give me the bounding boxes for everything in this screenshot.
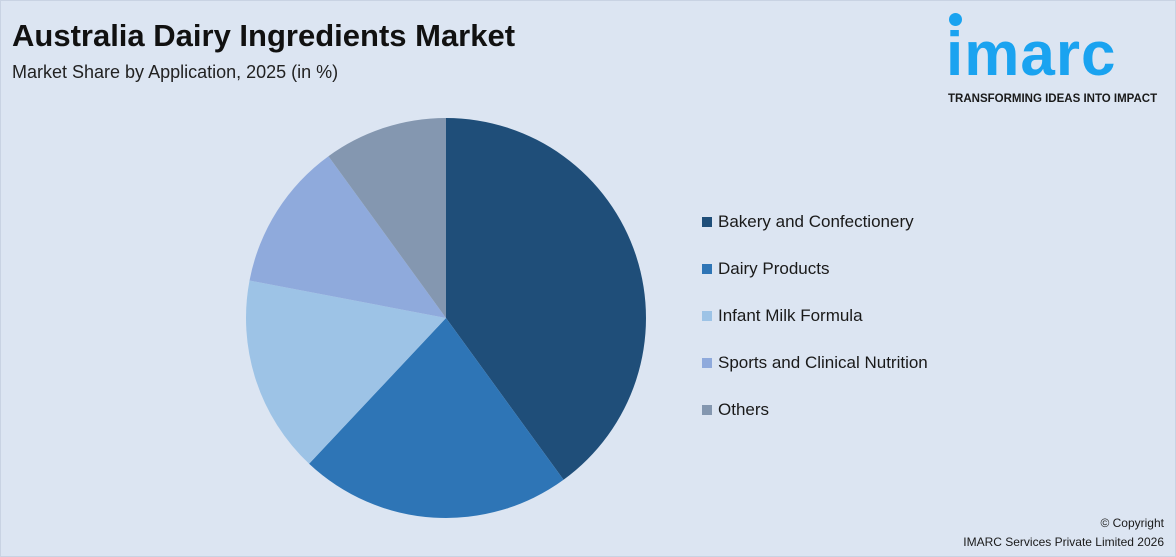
pie-slice-bakery-and-confectionery bbox=[446, 118, 646, 480]
pie-slice-infant-milk-formula bbox=[246, 280, 446, 464]
legend-swatch bbox=[702, 216, 712, 227]
legend-label: Sports and Clinical Nutrition bbox=[718, 352, 928, 372]
legend-item: Sports and Clinical Nutrition bbox=[702, 339, 928, 386]
copyright-company: IMARC Services Private Limited 2026 bbox=[963, 535, 1164, 549]
pie-slice-others bbox=[328, 118, 446, 318]
legend-label: Others bbox=[718, 399, 770, 419]
copyright: © Copyright IMARC Services Private Limit… bbox=[963, 514, 1164, 552]
logo-tagline: TRANSFORMING IDEAS INTO IMPACT bbox=[948, 93, 1158, 105]
legend-swatch bbox=[702, 357, 712, 368]
legend-label: Infant Milk Formula bbox=[718, 305, 863, 325]
legend-item: Bakery and Confectionery bbox=[702, 198, 928, 245]
logo-wordmark: imarc bbox=[946, 20, 1117, 89]
chart-subtitle: Market Share by Application, 2025 (in %) bbox=[12, 62, 339, 82]
legend-swatch bbox=[702, 310, 712, 321]
legend: Bakery and Confectionery Dairy Products In… bbox=[702, 198, 928, 433]
legend-item: Others bbox=[702, 386, 928, 433]
logo-dot bbox=[949, 13, 962, 26]
legend-label: Dairy Products bbox=[718, 258, 830, 278]
imarc-logo: imarc TRANSFORMING IDEAS INTO IMPACT bbox=[944, 10, 1172, 110]
legend-swatch bbox=[702, 404, 712, 415]
chart-title: Australia Dairy Ingredients Market bbox=[12, 18, 516, 53]
copyright-label: © Copyright bbox=[1100, 516, 1164, 530]
legend-swatch bbox=[702, 263, 712, 274]
legend-label: Bakery and Confectionery bbox=[718, 211, 914, 231]
legend-item: Infant Milk Formula bbox=[702, 292, 928, 339]
pie-slice-dairy-products bbox=[309, 318, 564, 518]
legend-item: Dairy Products bbox=[702, 245, 928, 292]
pie-slice-sports-and-clinical-nutrition bbox=[249, 156, 446, 318]
